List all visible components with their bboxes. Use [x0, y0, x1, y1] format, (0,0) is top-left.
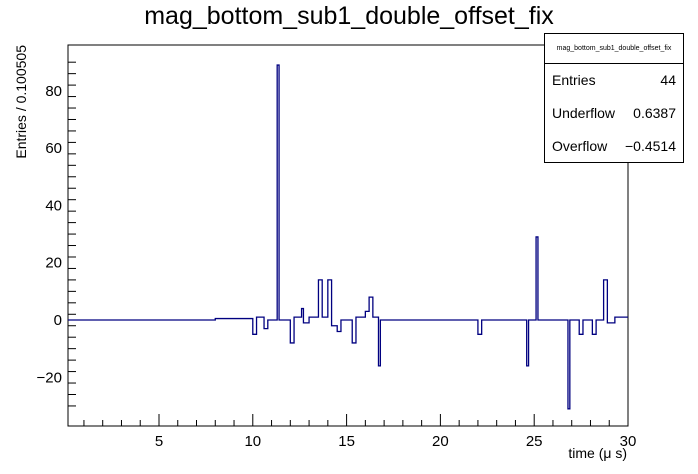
y-tick-label: 40 — [45, 197, 62, 214]
x-tick-label: 10 — [244, 433, 261, 450]
stats-row-underflow: Underflow 0.6387 — [545, 97, 683, 130]
x-tick-label: 30 — [620, 433, 637, 450]
y-tick-label: 80 — [45, 83, 62, 100]
plot-frame — [67, 44, 629, 427]
stats-header: mag_bottom_sub1_double_offset_fix — [545, 34, 683, 64]
histogram-series-line — [68, 64, 628, 410]
y-tick-label: 0 — [54, 312, 62, 329]
stats-row-overflow: Overflow −0.4514 — [545, 130, 683, 163]
y-tick-label: 60 — [45, 140, 62, 157]
y-axis-label: Entries / 0.100505 — [13, 45, 29, 159]
stats-row-entries: Entries 44 — [545, 64, 683, 97]
axis-ticks: 5 10 15 20 25 30 −20 0 20 40 60 80 — [37, 61, 637, 450]
y-tick-label: −20 — [37, 369, 62, 386]
stats-label: Entries — [552, 72, 596, 88]
stats-value: −0.4514 — [625, 138, 676, 154]
stats-label: Underflow — [552, 105, 616, 121]
stats-value: 44 — [660, 72, 676, 88]
stats-value: 0.6387 — [633, 105, 676, 121]
y-tick-label: 20 — [45, 255, 62, 272]
x-axis-label: time (μ s) — [568, 445, 627, 461]
chart-title: mag_bottom_sub1_double_offset_fix — [144, 2, 554, 30]
x-tick-label: 20 — [432, 433, 449, 450]
x-tick-label: 25 — [526, 433, 543, 450]
x-tick-label: 15 — [338, 433, 355, 450]
stats-label: Overflow — [552, 138, 608, 154]
stats-box: mag_bottom_sub1_double_offset_fix Entrie… — [544, 33, 684, 163]
x-tick-label: 5 — [155, 433, 163, 450]
